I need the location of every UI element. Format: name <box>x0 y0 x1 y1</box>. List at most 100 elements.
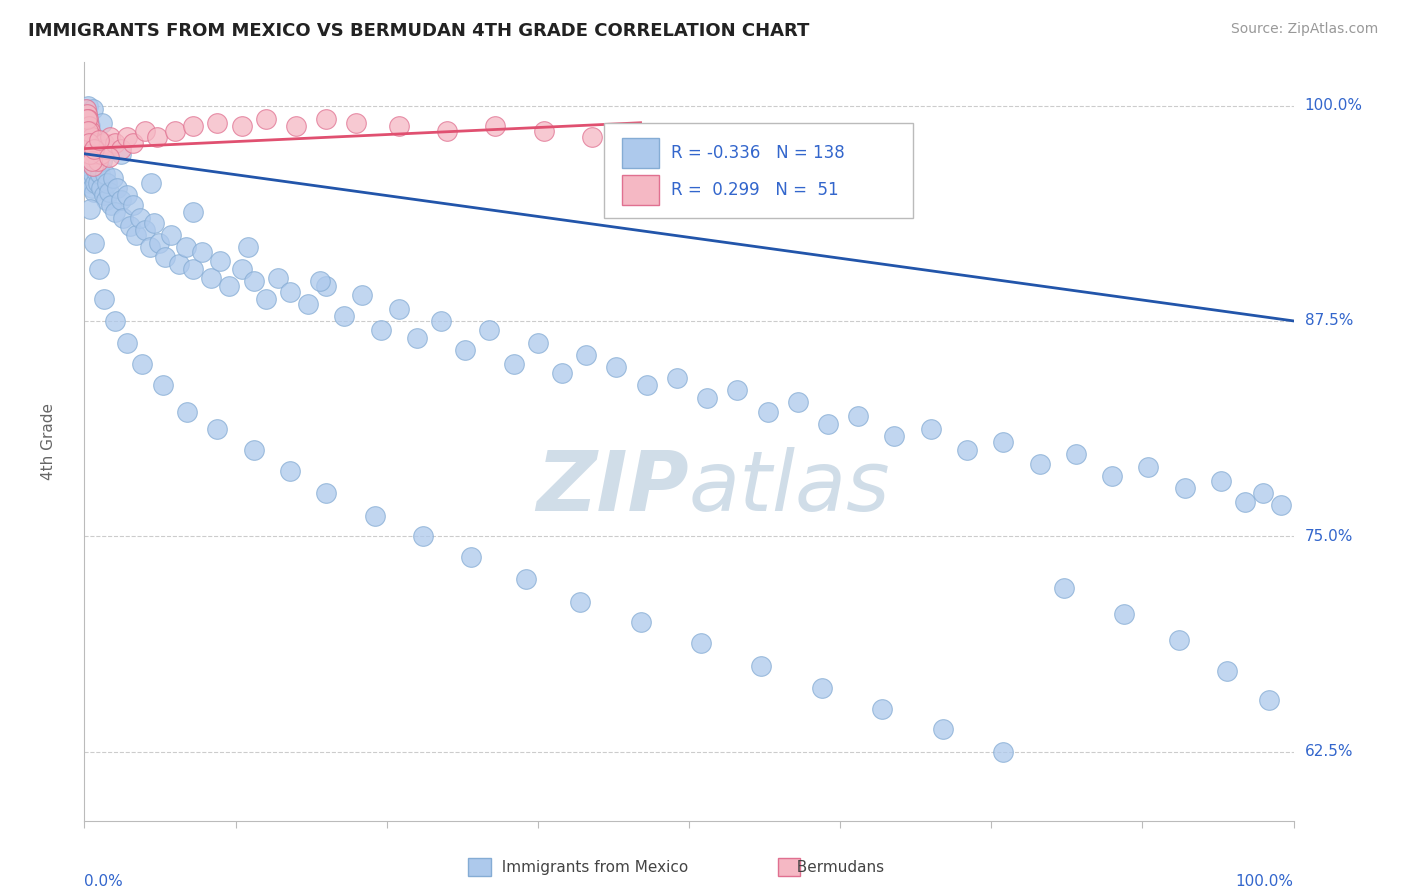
Point <box>696 392 718 406</box>
Point <box>83 142 105 156</box>
Point <box>155 250 177 264</box>
Point <box>80 150 103 164</box>
Point <box>160 227 183 242</box>
Text: 100.0%: 100.0% <box>1305 98 1362 113</box>
Text: 0.0%: 0.0% <box>84 874 124 888</box>
Point <box>454 343 477 358</box>
Point <box>181 119 204 133</box>
Point <box>80 133 103 147</box>
Point <box>86 153 108 168</box>
Point <box>346 116 368 130</box>
Point <box>87 262 110 277</box>
Point <box>176 405 198 419</box>
Point <box>1064 447 1087 461</box>
Text: R =  0.299   N =  51: R = 0.299 N = 51 <box>671 181 838 199</box>
Point <box>80 153 103 168</box>
Point <box>309 274 332 288</box>
Point <box>143 216 166 230</box>
Point <box>82 136 104 151</box>
Point <box>77 136 100 151</box>
Point <box>167 257 190 271</box>
Point <box>363 508 385 523</box>
Point <box>115 188 138 202</box>
Point <box>751 658 773 673</box>
Point <box>430 314 453 328</box>
FancyBboxPatch shape <box>605 123 912 218</box>
Point <box>254 112 277 127</box>
Point <box>242 274 264 288</box>
Text: 4th Grade: 4th Grade <box>41 403 56 480</box>
Point <box>105 181 128 195</box>
Point <box>1174 481 1197 495</box>
Point <box>90 146 112 161</box>
Point <box>77 142 100 156</box>
Text: IMMIGRANTS FROM MEXICO VS BERMUDAN 4TH GRADE CORRELATION CHART: IMMIGRANTS FROM MEXICO VS BERMUDAN 4TH G… <box>28 22 810 40</box>
Point <box>76 129 98 144</box>
Point <box>174 240 197 254</box>
Point <box>98 129 121 144</box>
Point <box>1053 581 1076 595</box>
Point <box>152 377 174 392</box>
Point <box>242 443 264 458</box>
Point <box>315 279 337 293</box>
Point <box>134 124 156 138</box>
Point <box>181 205 204 219</box>
Point <box>333 309 356 323</box>
Point <box>284 119 308 133</box>
Point <box>605 360 627 375</box>
Point <box>460 549 482 564</box>
Point <box>82 142 104 156</box>
Point <box>80 181 103 195</box>
Point <box>406 331 429 345</box>
Point <box>138 240 160 254</box>
Text: 62.5%: 62.5% <box>1305 744 1353 759</box>
Point <box>77 98 100 112</box>
Point <box>484 119 506 133</box>
Point <box>267 270 290 285</box>
Point <box>630 133 652 147</box>
Point <box>84 176 107 190</box>
Point <box>83 129 105 144</box>
Point <box>86 164 108 178</box>
Point <box>115 336 138 351</box>
Point <box>1253 486 1275 500</box>
Point <box>636 377 658 392</box>
Point <box>920 422 942 436</box>
Point <box>97 185 120 199</box>
Point <box>254 292 277 306</box>
Point <box>83 236 105 251</box>
Point <box>134 222 156 236</box>
Point <box>533 124 555 138</box>
Point <box>96 176 118 190</box>
Point <box>94 142 117 156</box>
Text: 87.5%: 87.5% <box>1305 313 1353 328</box>
Point <box>75 102 97 116</box>
Text: 75.0%: 75.0% <box>1305 529 1353 544</box>
Point <box>94 194 117 208</box>
Point <box>665 371 688 385</box>
Point <box>121 198 143 212</box>
Point <box>83 185 105 199</box>
Point <box>352 288 374 302</box>
FancyBboxPatch shape <box>623 175 659 205</box>
Point <box>146 129 169 144</box>
Point <box>82 168 104 182</box>
Point <box>94 168 117 182</box>
Point <box>83 159 105 173</box>
Point <box>115 129 138 144</box>
Point <box>86 136 108 151</box>
Point <box>93 292 115 306</box>
Point <box>527 336 550 351</box>
Point <box>883 429 905 443</box>
Point <box>231 262 253 277</box>
Text: Bermudans: Bermudans <box>787 860 884 874</box>
Point <box>77 146 100 161</box>
Point <box>478 322 501 336</box>
Point <box>76 107 98 121</box>
Point <box>690 636 713 650</box>
Point <box>436 124 458 138</box>
FancyBboxPatch shape <box>623 138 659 169</box>
Point <box>103 170 125 185</box>
Point <box>575 348 598 362</box>
Point <box>993 745 1015 759</box>
